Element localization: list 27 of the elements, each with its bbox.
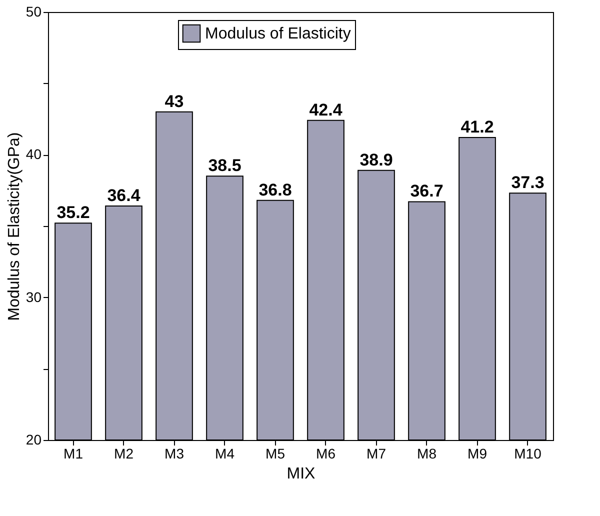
y-tick-label: 40: [26, 146, 42, 162]
x-tick-label: M4: [215, 446, 235, 462]
x-tick-label: M5: [266, 446, 286, 462]
x-tick-label: M9: [468, 446, 488, 462]
y-tick-label: 20: [26, 432, 42, 448]
data-label: 36.8: [258, 180, 292, 200]
data-label: 43: [164, 92, 184, 111]
x-tick-label: M10: [514, 446, 542, 462]
data-label: 36.7: [410, 182, 444, 201]
data-label: 41.2: [460, 118, 494, 137]
y-axis-title: Modulus of Elasticity(GPa): [6, 132, 23, 321]
x-tick-label: M2: [114, 446, 134, 462]
x-tick-label: M3: [164, 446, 184, 462]
x-axis-title: MIX: [286, 466, 316, 482]
y-tick-label: 30: [26, 288, 42, 305]
x-tick-label: M1: [64, 446, 84, 462]
data-label: 35.2: [56, 203, 90, 222]
data-label: 38.5: [208, 156, 242, 176]
data-label: 38.9: [360, 150, 393, 170]
data-label: 37.3: [511, 173, 544, 192]
legend-label: Modulus of Elasticity: [205, 26, 351, 42]
x-tick-label: M6: [316, 446, 336, 462]
x-tick-label: M7: [366, 446, 386, 462]
x-tick-label: M8: [417, 446, 437, 462]
data-label: 36.4: [107, 186, 141, 206]
data-label: 42.4: [309, 100, 343, 120]
y-tick-label: 50: [26, 4, 42, 20]
